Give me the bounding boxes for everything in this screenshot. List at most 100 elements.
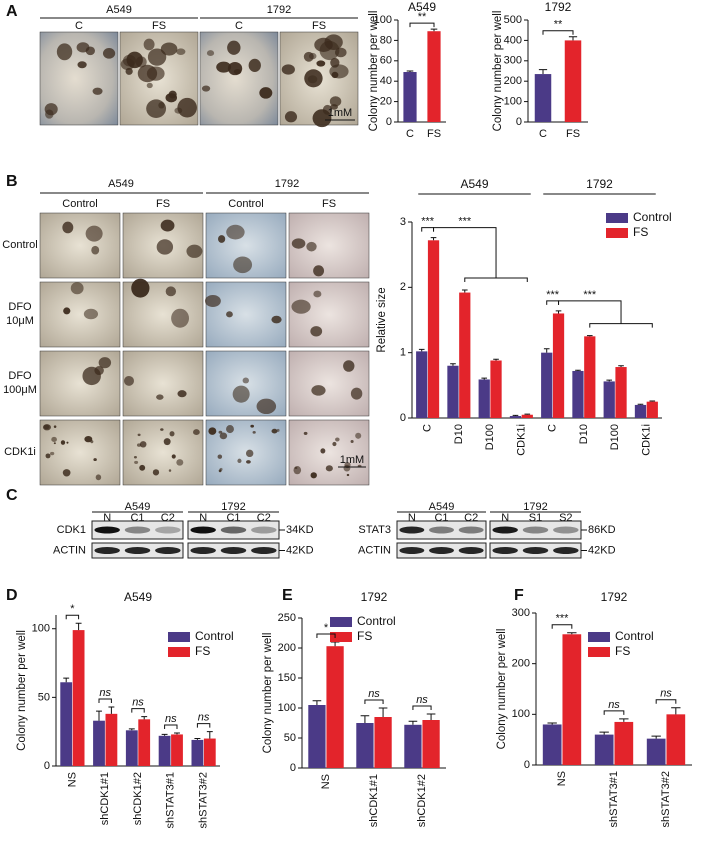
colony [259, 87, 273, 99]
error-bar [378, 707, 388, 717]
colony [313, 265, 325, 277]
chart-title: 1792 [361, 590, 388, 604]
annotation: ns [416, 694, 428, 706]
size-label: 86KD [588, 524, 616, 536]
group-label: A549 [106, 4, 132, 16]
colony [93, 458, 97, 462]
y-tick-label: 3 [400, 216, 406, 228]
colony [250, 424, 254, 428]
colony [62, 469, 71, 477]
colony [139, 441, 147, 448]
bar [60, 682, 73, 766]
colony [219, 467, 223, 471]
legend-swatch [588, 632, 610, 642]
bar [509, 416, 522, 418]
error-bar [651, 735, 661, 739]
error-bar [330, 641, 340, 647]
bar [459, 292, 471, 418]
x-tick-label: shSTAT3#1 [608, 771, 620, 827]
error-bar [96, 710, 102, 721]
bar [594, 734, 614, 765]
y-tick-label: 0 [400, 412, 406, 424]
colony [252, 431, 256, 434]
y-tick-label: 500 [504, 14, 522, 26]
colony [70, 282, 84, 295]
y-tick-label: 0 [516, 116, 522, 128]
colony [50, 451, 55, 456]
panel-label: A [6, 3, 18, 20]
lane-label: N [501, 512, 509, 524]
x-tick-label: shSTAT3#1 [165, 772, 177, 828]
bar [572, 370, 584, 418]
colony [51, 436, 57, 442]
colony [310, 326, 323, 337]
bracket [546, 300, 560, 305]
legend-label: Control [357, 614, 396, 628]
error-bar [524, 413, 531, 415]
bracket [542, 30, 574, 35]
colony [242, 377, 249, 384]
column-label: C [75, 20, 83, 32]
y-tick-label: 100 [504, 96, 522, 108]
x-tick-label: C [406, 128, 414, 140]
colony [176, 48, 186, 55]
error-bar [312, 700, 322, 705]
colony [237, 458, 242, 464]
y-tick-label: 400 [504, 34, 522, 46]
y-tick-label: 1 [400, 347, 406, 359]
annotation: *** [546, 289, 560, 301]
band [220, 547, 247, 554]
colony [146, 66, 165, 81]
bar [562, 634, 582, 765]
x-tick-label: D10 [578, 424, 590, 444]
colony [293, 466, 302, 475]
colony [146, 99, 167, 118]
column-label: FS [312, 20, 326, 32]
error-bar [649, 400, 656, 402]
colony [160, 42, 178, 56]
x-tick-label: shCDK1#1 [99, 772, 111, 825]
y-tick-label: 100 [512, 708, 530, 720]
band [155, 526, 181, 534]
error-bar [555, 310, 562, 314]
error-bar [128, 728, 135, 731]
colony [171, 308, 190, 328]
y-tick-label: 40 [380, 75, 392, 87]
panel-label: E [282, 587, 293, 604]
group-label: 1792 [221, 501, 245, 513]
column-label: FS [156, 198, 170, 210]
photo [122, 419, 204, 486]
y-tick-label: 50 [284, 732, 296, 744]
colony [98, 357, 112, 369]
bar [521, 414, 533, 418]
error-bar [575, 369, 581, 371]
legend-swatch [588, 647, 610, 657]
x-tick-label: CDK1i [640, 424, 652, 456]
legend-label: FS [357, 629, 372, 643]
colony [226, 224, 245, 240]
error-bar [108, 706, 115, 714]
colony [256, 398, 277, 415]
error-bar [538, 69, 548, 75]
legend-swatch [168, 632, 190, 642]
y-tick-label: 250 [278, 612, 296, 624]
colony [227, 61, 243, 76]
row-label: DFO [8, 370, 32, 382]
bar [416, 351, 428, 418]
bar [93, 720, 105, 766]
x-tick-label: shCDK1#2 [416, 774, 428, 827]
colony [335, 47, 347, 58]
band [124, 526, 151, 534]
lane-label: N [103, 512, 111, 524]
colony [92, 87, 103, 95]
band [220, 526, 247, 534]
blot [91, 520, 184, 540]
colony [165, 286, 177, 297]
bar [447, 365, 459, 418]
colony [135, 56, 147, 68]
y-tick-label: 200 [278, 642, 296, 654]
colony [284, 111, 298, 123]
panel-label: D [6, 587, 18, 604]
legend-label: FS [615, 644, 630, 658]
